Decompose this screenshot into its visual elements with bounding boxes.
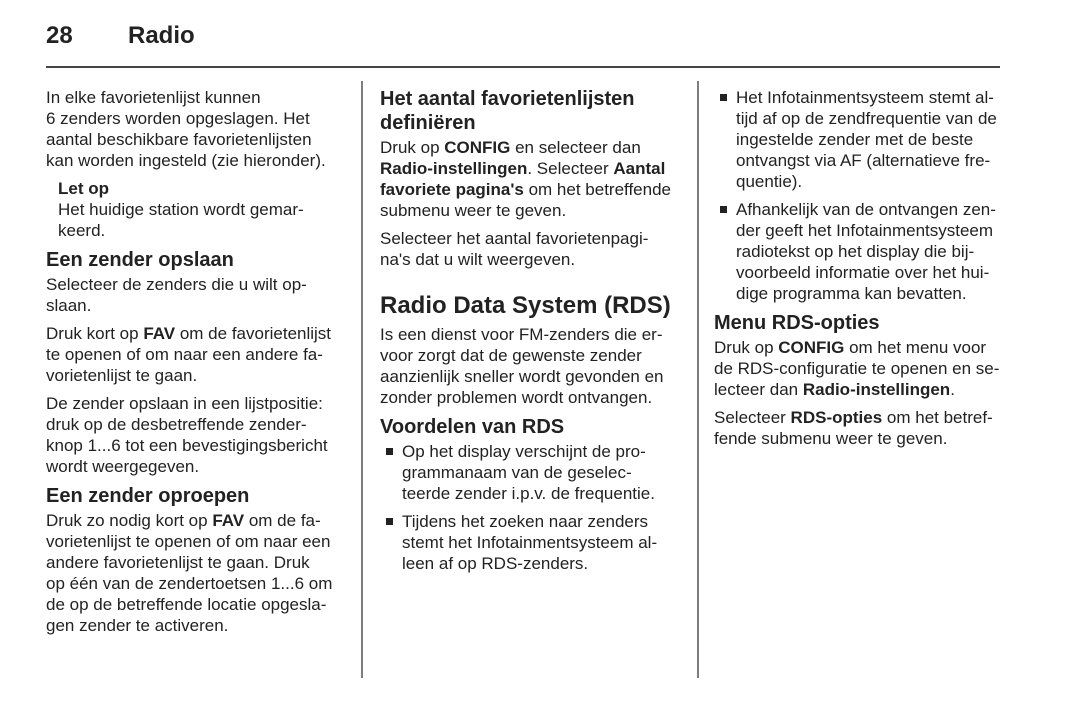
text-run: Druk op bbox=[714, 338, 779, 357]
column-divider-2 bbox=[697, 81, 699, 678]
paragraph: Is een dienst voor FM-zenders die er- vo… bbox=[380, 325, 664, 407]
page-number: 28 bbox=[46, 22, 73, 49]
paragraph: Selecteer de zenders die u wilt op- slaa… bbox=[46, 275, 307, 315]
note-block: Let op Het huidige station wordt gemar- … bbox=[58, 178, 371, 241]
chapter-title: Radio bbox=[128, 22, 195, 49]
bullet-square-icon bbox=[720, 206, 727, 213]
text-run: . bbox=[950, 380, 955, 399]
paragraph: Druk kort op FAV om de favorietenlijst t… bbox=[46, 323, 371, 386]
list-item-text: Afhankelijk van de ontvangen zen- der ge… bbox=[736, 200, 996, 303]
text-run: om het betreffende submenu weer te geven… bbox=[380, 180, 671, 220]
bullet-list: Het Infotainmentsysteem stemt al- tijd a… bbox=[714, 87, 1039, 304]
chapter-heading-rds: Radio Data System (RDS) bbox=[380, 292, 671, 319]
section-heading-define-lists: Het aantal favorietenlijsten definiëren bbox=[380, 88, 635, 134]
text-run: Druk kort op bbox=[46, 324, 144, 343]
text-run: . Selecteer bbox=[527, 159, 614, 178]
section-heading-store-station: Een zender opslaan bbox=[46, 249, 234, 271]
key-term-favourite-pages: Aantal favoriete pagina's bbox=[380, 159, 666, 199]
column-1: In elke favorietenlijst kunnen 6 zenders… bbox=[46, 87, 371, 643]
page-header: 28 Radio bbox=[46, 22, 195, 50]
bullet-list: Op het display verschijnt de pro- gramma… bbox=[380, 441, 705, 574]
key-term-fav: FAV bbox=[143, 324, 176, 343]
section-heading-rds-benefits: Voordelen van RDS bbox=[380, 416, 565, 438]
header-rule bbox=[46, 66, 1000, 68]
section-heading-rds-options-menu: Menu RDS-opties bbox=[714, 312, 880, 334]
text-run: om de fa- vorietenlijst te openen of om … bbox=[46, 511, 333, 635]
list-item: Tijdens het zoeken naar zenders stemt he… bbox=[380, 511, 705, 574]
key-term-fav: FAV bbox=[212, 511, 245, 530]
section-heading-recall-station: Een zender oproepen bbox=[46, 485, 250, 507]
bullet-square-icon bbox=[386, 518, 393, 525]
paragraph: In elke favorietenlijst kunnen 6 zenders… bbox=[46, 88, 326, 170]
key-term-config: CONFIG bbox=[444, 138, 511, 157]
paragraph: Selecteer RDS-opties om het betref- fend… bbox=[714, 407, 1039, 449]
text-run: om de favorietenlijst te openen of om na… bbox=[46, 324, 332, 385]
list-item: Het Infotainmentsysteem stemt al- tijd a… bbox=[714, 87, 1039, 192]
key-term-radio-settings: Radio-instellingen bbox=[802, 380, 951, 399]
text-run: om het betref- fende submenu weer te gev… bbox=[714, 408, 993, 448]
list-item: Afhankelijk van de ontvangen zen- der ge… bbox=[714, 199, 1039, 304]
key-term-config: CONFIG bbox=[778, 338, 845, 357]
column-3: Het Infotainmentsysteem stemt al- tijd a… bbox=[714, 87, 1039, 456]
bullet-square-icon bbox=[720, 94, 727, 101]
note-text: Het huidige station wordt gemar- keerd. bbox=[58, 200, 304, 240]
text-run: om het menu voor de RDS-configuratie te … bbox=[714, 338, 1000, 399]
list-item-text: Het Infotainmentsysteem stemt al- tijd a… bbox=[736, 88, 997, 191]
paragraph: Druk op CONFIG en selecteer dan Radio-in… bbox=[380, 137, 705, 221]
bullet-square-icon bbox=[386, 448, 393, 455]
note-title: Let op bbox=[58, 179, 109, 198]
paragraph: De zender opslaan in een lijstpositie: d… bbox=[46, 394, 328, 476]
paragraph: Druk op CONFIG om het menu voor de RDS-c… bbox=[714, 337, 1039, 400]
list-item: Op het display verschijnt de pro- gramma… bbox=[380, 441, 705, 504]
text-run: Selecteer bbox=[714, 408, 791, 427]
list-item-text: Op het display verschijnt de pro- gramma… bbox=[402, 442, 655, 503]
text-run: Druk op bbox=[380, 138, 445, 157]
column-divider-1 bbox=[361, 81, 363, 678]
text-run: Druk zo nodig kort op bbox=[46, 511, 213, 530]
key-term-radio-settings: Radio-instellingen bbox=[380, 159, 528, 178]
text-run: en selecteer dan bbox=[515, 138, 641, 157]
paragraph: Selecteer het aantal favorietenpagi- na'… bbox=[380, 229, 649, 269]
column-2: Het aantal favorietenlijsten definiëren … bbox=[380, 87, 705, 581]
key-term-rds-options: RDS-opties bbox=[790, 408, 883, 427]
list-item-text: Tijdens het zoeken naar zenders stemt he… bbox=[402, 512, 658, 573]
paragraph: Druk zo nodig kort op FAV om de fa- vori… bbox=[46, 510, 371, 636]
